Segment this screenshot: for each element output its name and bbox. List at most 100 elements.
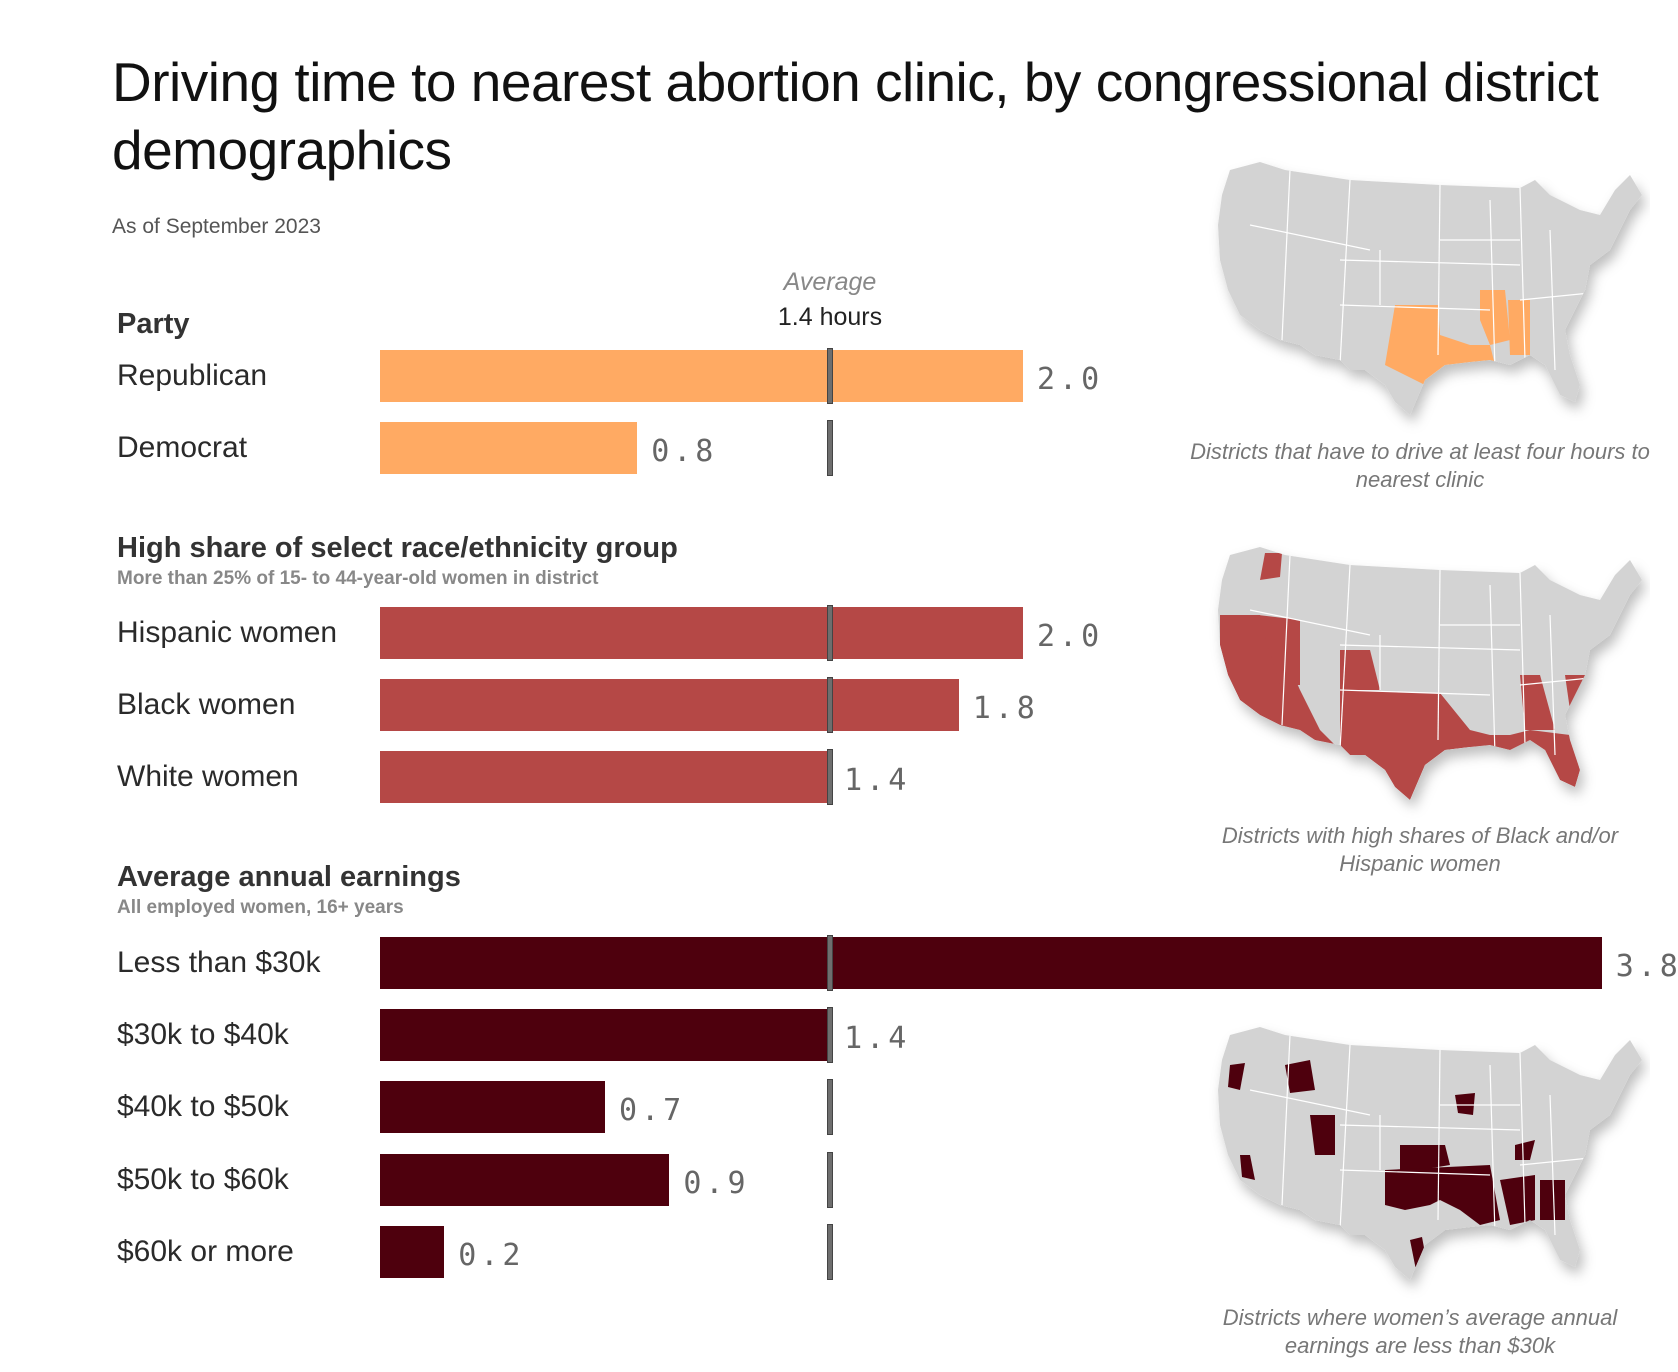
- highlighted-district: [1500, 1175, 1535, 1225]
- state-border: [1249, 224, 1371, 251]
- state-border: [1549, 229, 1556, 371]
- state-border: [1339, 689, 1491, 696]
- bar: [380, 607, 1023, 659]
- chart-subtitle: As of September 2023: [112, 215, 321, 238]
- bar: [380, 1154, 670, 1206]
- bar-label: Less than $30k: [117, 946, 321, 979]
- state-border: [1339, 564, 1351, 751]
- group-title-0: Party: [117, 308, 190, 340]
- state-border: [1437, 569, 1441, 741]
- bar-label: Democrat: [117, 431, 248, 464]
- bar: [380, 1226, 445, 1278]
- state-border: [1249, 609, 1371, 636]
- average-marker: [827, 605, 834, 661]
- state-border: [1437, 1049, 1441, 1221]
- bar-label: $40k to $50k: [117, 1090, 289, 1123]
- state-border: [1437, 184, 1441, 356]
- average-marker: [827, 677, 834, 733]
- highlighted-district: [1258, 615, 1300, 685]
- bar: [380, 350, 1023, 402]
- bar-value-label: 2.0: [1037, 362, 1104, 397]
- bar: [380, 1081, 606, 1133]
- bar-value-label: 0.7: [619, 1093, 686, 1128]
- group-title-1: High share of select race/ethnicity grou…: [117, 532, 678, 564]
- us-map-race: [1218, 547, 1642, 800]
- bar-label: Hispanic women: [117, 616, 338, 649]
- average-marker: [827, 420, 834, 476]
- average-marker: [827, 1152, 834, 1208]
- highlighted-district: [1340, 690, 1580, 800]
- state-border: [1489, 584, 1496, 756]
- highlighted-district: [1340, 650, 1380, 690]
- bar-label: Black women: [117, 688, 296, 721]
- bar-value-label: 0.9: [683, 1166, 750, 1201]
- bar-value-label: 3.8: [1615, 949, 1678, 984]
- state-border: [1489, 1064, 1496, 1236]
- average-marker: [827, 935, 834, 991]
- map-caption-four-hours: Districts that have to drive at least fo…: [1190, 439, 1650, 492]
- highlighted-district: [1520, 675, 1555, 730]
- bar: [380, 679, 959, 731]
- state-border: [1339, 1169, 1491, 1176]
- average-marker: [827, 1007, 834, 1063]
- bar: [380, 937, 1602, 989]
- bar: [380, 751, 831, 803]
- state-border: [1339, 304, 1491, 311]
- group-note-2: All employed women, 16+ years: [117, 897, 404, 918]
- map-caption-race: Districts with high shares of Black and/…: [1221, 823, 1619, 876]
- state-border: [1281, 1034, 1291, 1206]
- us-map-four-hours: [1218, 162, 1642, 415]
- average-marker: [827, 1224, 834, 1280]
- bar-label: $30k to $40k: [117, 1018, 289, 1051]
- highlighted-district: [1515, 1140, 1535, 1160]
- highlighted-district: [1400, 1145, 1450, 1170]
- highlighted-district: [1310, 1115, 1335, 1155]
- state-border: [1339, 179, 1351, 366]
- bar-label: $50k to $60k: [117, 1163, 289, 1196]
- highlighted-district: [1385, 1165, 1500, 1225]
- bar-value-label: 1.8: [972, 691, 1039, 726]
- bar-label: $60k or more: [117, 1235, 294, 1268]
- bar-label: Republican: [117, 359, 268, 392]
- highlighted-district: [1480, 290, 1510, 345]
- highlighted-district: [1260, 553, 1282, 580]
- bar-value-label: 2.0: [1037, 619, 1104, 654]
- us-map-earnings: [1218, 1027, 1642, 1280]
- state-border: [1249, 1089, 1371, 1116]
- highlighted-district: [1240, 1155, 1255, 1180]
- highlighted-district: [1455, 1093, 1475, 1115]
- state-border: [1519, 187, 1526, 361]
- group-title-2: Average annual earnings: [117, 861, 461, 893]
- state-border: [1281, 169, 1291, 341]
- us-outline: [1218, 162, 1642, 415]
- average-label: Average: [783, 268, 877, 296]
- highlighted-district: [1285, 1210, 1305, 1227]
- bar-value-label: 0.2: [458, 1238, 525, 1273]
- state-border: [1339, 259, 1521, 266]
- highlighted-district: [1228, 1063, 1245, 1090]
- state-border: [1519, 572, 1526, 746]
- highlighted-district: [1540, 1180, 1565, 1220]
- state-border: [1489, 199, 1496, 371]
- bar-value-label: 1.4: [844, 763, 911, 798]
- state-border: [1549, 614, 1556, 756]
- bar-value-label: 1.4: [844, 1021, 911, 1056]
- highlighted-district: [1285, 1060, 1315, 1093]
- bar-value-label: 0.8: [651, 434, 718, 469]
- state-border: [1339, 1044, 1351, 1231]
- bar-label: White women: [117, 760, 299, 793]
- average-marker: [827, 749, 834, 805]
- highlighted-district: [1508, 300, 1530, 355]
- average-marker: [827, 348, 834, 404]
- bar: [380, 422, 638, 474]
- state-border: [1549, 1094, 1556, 1236]
- state-border: [1519, 1052, 1526, 1226]
- map-caption-earnings: Districts where women’s average annual e…: [1222, 1305, 1618, 1358]
- group-note-1: More than 25% of 15- to 44-year-old wome…: [117, 568, 599, 589]
- chart-title: Driving time to nearest abortion clinic,…: [112, 51, 1599, 181]
- state-border: [1281, 554, 1291, 726]
- bar: [380, 1009, 831, 1061]
- state-border: [1339, 644, 1521, 651]
- average-marker: [827, 1079, 834, 1135]
- average-value: 1.4 hours: [777, 303, 883, 331]
